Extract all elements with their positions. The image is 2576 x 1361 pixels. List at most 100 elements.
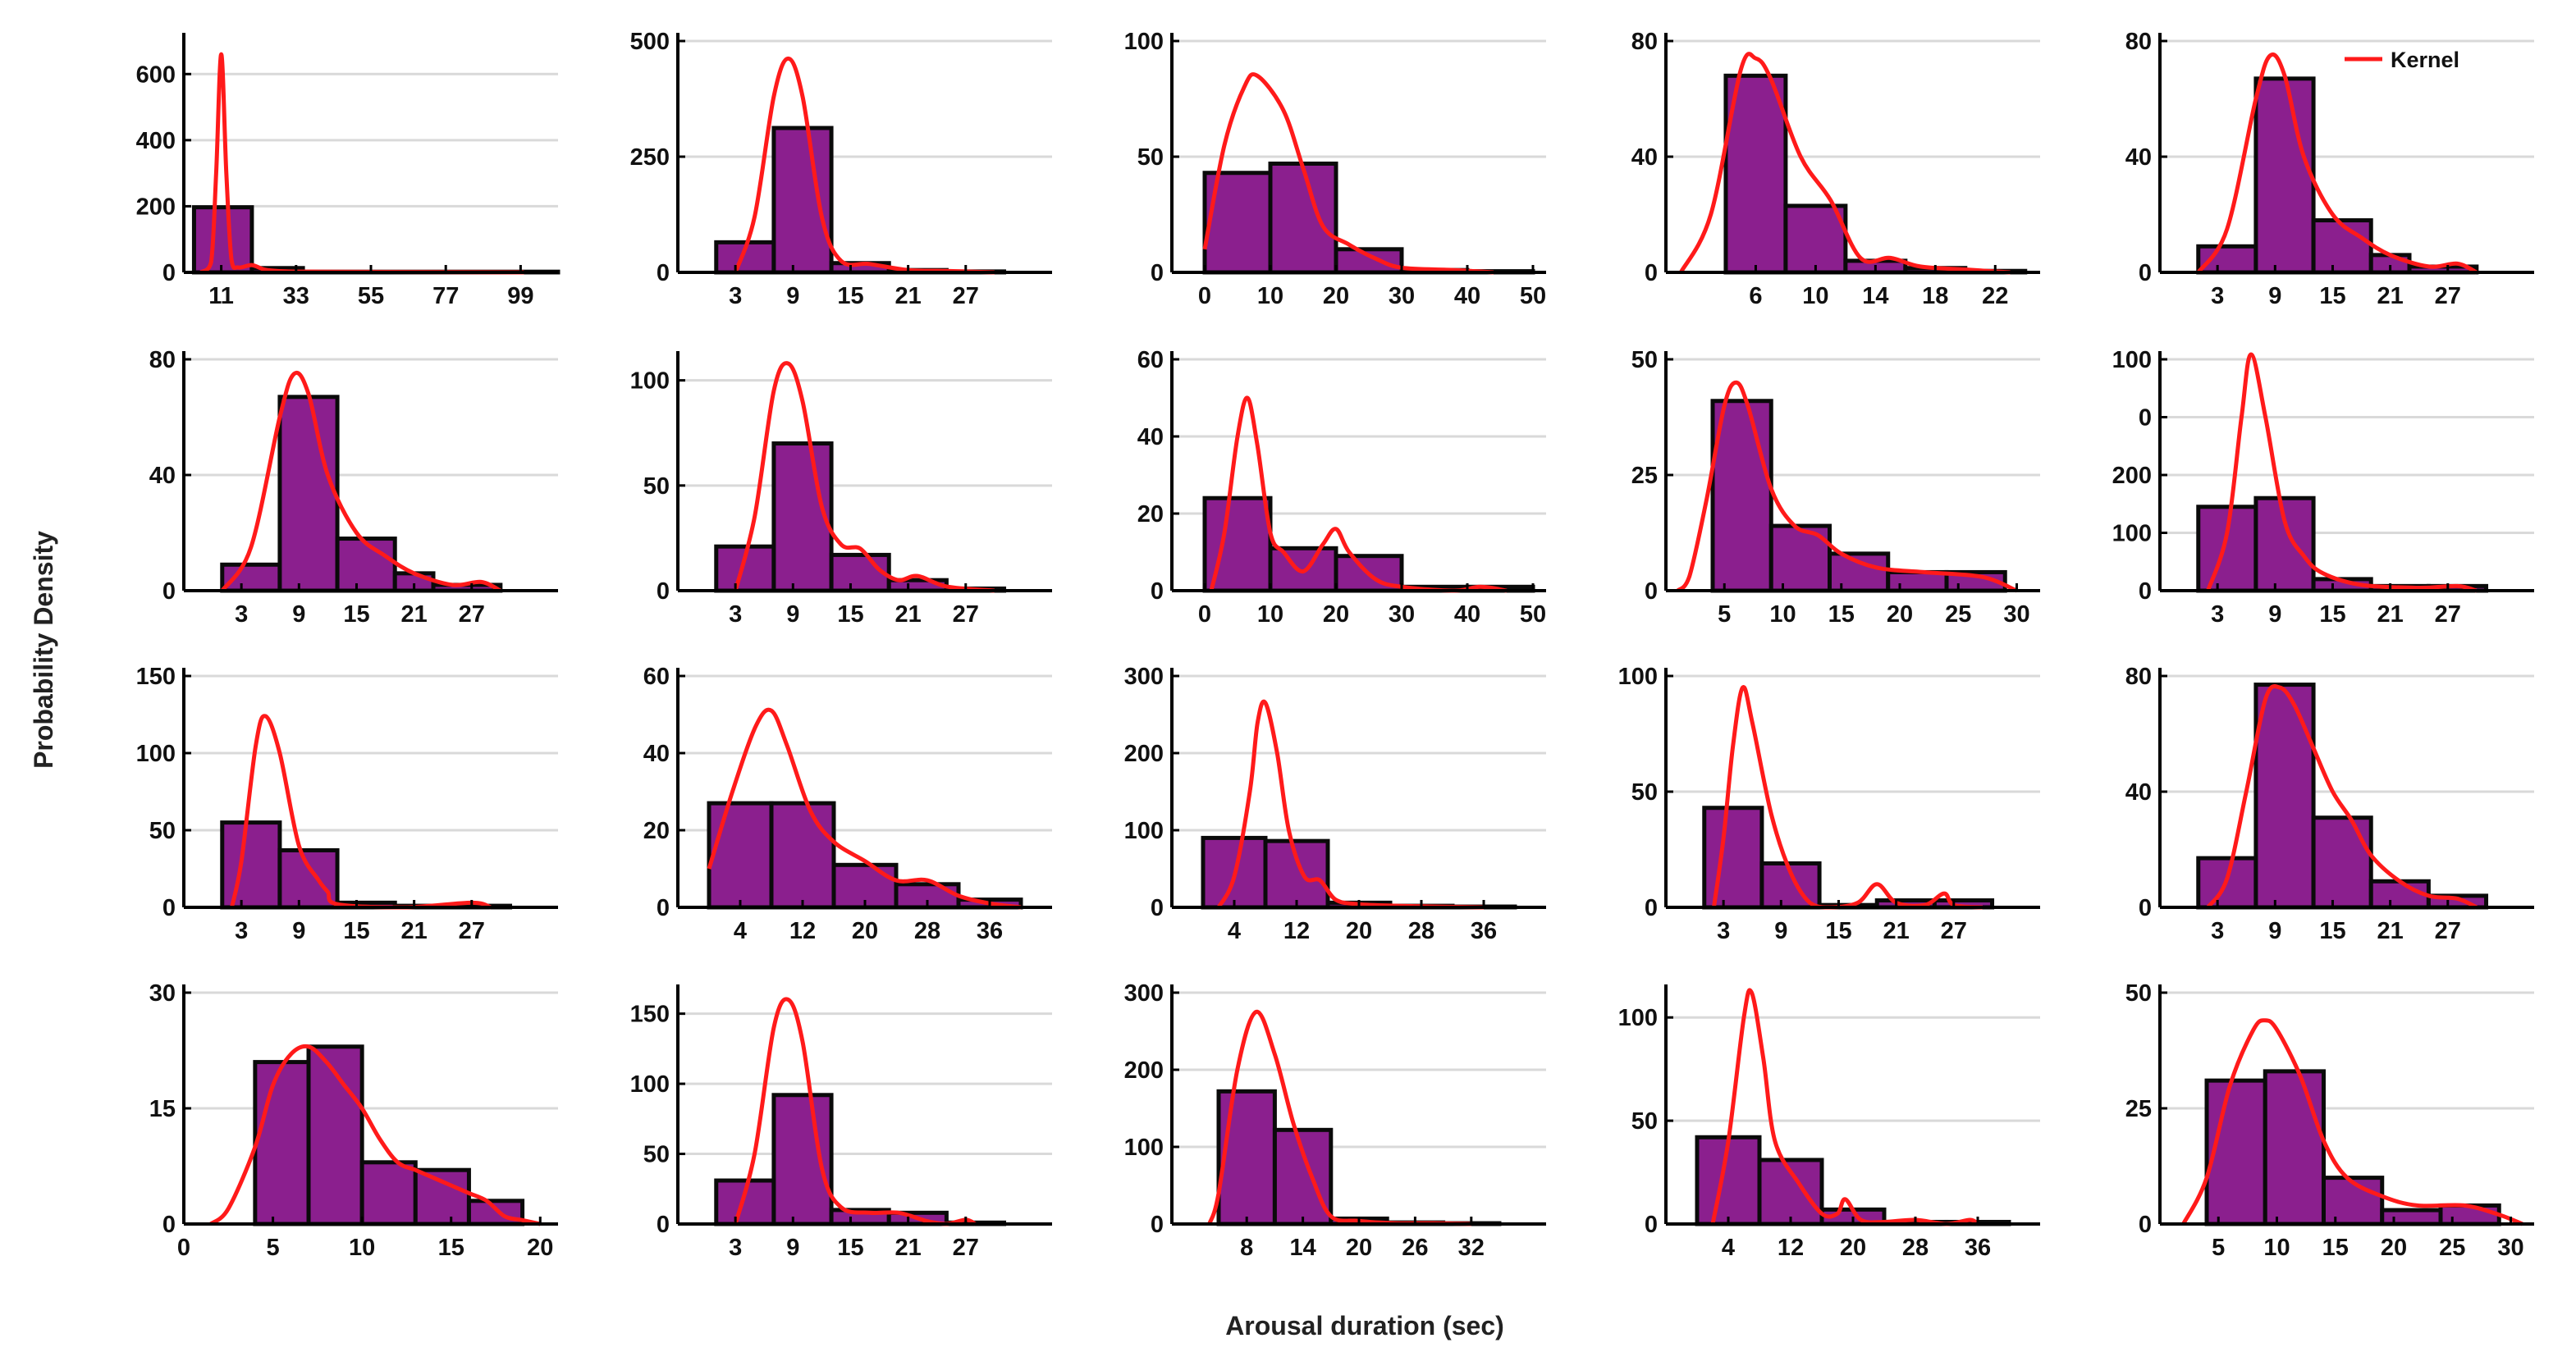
x-tick-label: 0: [1198, 283, 1211, 309]
x-tick-label: 9: [1774, 918, 1787, 944]
y-tick-label: 0: [657, 578, 670, 605]
histogram-bar: [2196, 244, 2258, 275]
histogram-bar: [2263, 1069, 2326, 1226]
histogram-panel-10: 0 100 200 0 100 3 9 15 21 27: [2112, 347, 2534, 628]
histogram-bar: [359, 1160, 418, 1226]
y-tick-label: 0: [1151, 895, 1164, 921]
y-tick-label: 0: [2139, 895, 2152, 921]
x-tick-label: 50: [1520, 283, 1546, 309]
x-tick-label: 27: [953, 283, 979, 309]
histogram-panel-19: 0 50 100 4 12 20 28 36: [1618, 984, 2040, 1261]
x-tick-label: 15: [837, 1235, 863, 1261]
x-tick-label: 15: [343, 601, 369, 628]
y-tick-label: 300: [1124, 664, 1164, 690]
x-tick-label: 15: [837, 283, 863, 309]
histogram-panel-8: 0 20 40 60 0 10 20 30 40 50: [1137, 347, 1546, 628]
histogram-bar: [277, 395, 340, 593]
y-tick-label: 40: [149, 463, 176, 489]
x-tick-label: 9: [786, 1235, 799, 1261]
kernel-density-curve: [2206, 683, 2478, 910]
x-tick-label: 25: [1945, 601, 1971, 628]
y-tick-label: 100: [2112, 347, 2152, 373]
x-tick-label: 28: [1408, 918, 1434, 944]
x-tick-label: 55: [358, 283, 384, 309]
histogram-bar: [2311, 815, 2373, 910]
x-tick-label: 4: [1228, 918, 1241, 944]
x-tick-label: 36: [1965, 1235, 1991, 1261]
kernel-density-curve: [208, 1044, 541, 1226]
x-tick-label: 10: [2263, 1235, 2290, 1261]
y-tick-label: 0: [657, 1212, 670, 1238]
x-tick-label: 3: [729, 601, 742, 628]
y-tick-label: 0: [1645, 578, 1658, 605]
y-tick-label: 50: [643, 473, 670, 500]
y-tick-label: 0: [1151, 578, 1164, 605]
x-tick-label: 21: [895, 601, 921, 628]
y-tick-label: 400: [136, 128, 176, 154]
histogram-bar: [1702, 806, 1764, 910]
histogram-panel-13: 0 100 200 300 4 12 20 28 36: [1124, 664, 1546, 944]
histogram-bar: [2322, 1176, 2385, 1226]
y-tick-label: 0: [1645, 260, 1658, 286]
x-tick-label: 12: [1283, 918, 1310, 944]
histogram-bar: [2253, 683, 2316, 910]
y-tick-label: 20: [1137, 501, 1164, 528]
y-tick-label: 40: [2125, 144, 2152, 171]
histogram-panel-18: 0 100 200 300 8 14 20 26 32: [1124, 980, 1546, 1261]
x-tick-label: 21: [895, 1235, 921, 1261]
kernel-density-curve: [1216, 699, 1485, 910]
y-tick-label: 0: [2139, 1212, 2152, 1238]
x-tick-label: 27: [1941, 918, 1967, 944]
x-tick-label: 20: [1346, 918, 1372, 944]
kernel-density-curve: [2206, 352, 2478, 593]
histogram-bar: [220, 562, 282, 593]
x-tick-label: 15: [438, 1235, 464, 1261]
y-tick-label: 50: [1631, 347, 1658, 373]
x-tick-label: 9: [2268, 918, 2281, 944]
histogram-bar: [771, 126, 834, 275]
histogram-bar: [1783, 203, 1848, 275]
x-tick-label: 28: [1902, 1235, 1929, 1261]
legend-kernel-label: Kernel: [2391, 48, 2459, 72]
y-tick-label: 150: [630, 1002, 670, 1028]
histogram-panel-20: 0 25 50 5 10 15 20 25 30: [2125, 980, 2534, 1261]
x-tick-label: 12: [789, 918, 816, 944]
x-tick-label: 3: [2211, 918, 2224, 944]
y-tick-label: 0: [162, 260, 176, 286]
x-tick-label: 40: [1454, 283, 1480, 309]
x-tick-label: 3: [235, 601, 248, 628]
histogram-panel-11: 0 50 100 150 3 9 15 21 27: [136, 664, 558, 944]
x-tick-label: 9: [2268, 601, 2281, 628]
x-tick-label: 25: [2439, 1235, 2465, 1261]
x-tick-label: 15: [343, 918, 369, 944]
x-tick-label: 27: [953, 601, 979, 628]
y-tick-label: 100: [2112, 521, 2152, 547]
y-tick-label: 0: [1645, 895, 1658, 921]
x-tick-label: 9: [2268, 283, 2281, 309]
x-tick-label: 21: [2377, 918, 2403, 944]
y-tick-label: 100: [1618, 664, 1658, 690]
kernel-density-curve: [733, 361, 995, 593]
histogram-panel-1: 0 200 400 600 11 33 55 77 99: [136, 33, 560, 309]
histogram-bar: [1828, 551, 1891, 593]
x-tick-label: 14: [1862, 283, 1888, 309]
histogram-bar: [2253, 496, 2316, 593]
y-tick-label: 50: [1137, 144, 1164, 171]
x-tick-label: 10: [1769, 601, 1796, 628]
x-tick-label: 10: [1257, 601, 1283, 628]
x-tick-label: 26: [1402, 1235, 1428, 1261]
y-tick-label: 250: [630, 144, 670, 171]
x-tick-label: 15: [837, 601, 863, 628]
y-tick-label: 60: [643, 664, 670, 690]
y-tick-label: 150: [136, 664, 176, 690]
x-tick-label: 18: [1922, 283, 1948, 309]
x-tick-label: 30: [1389, 601, 1415, 628]
histogram-bar: [413, 1167, 471, 1226]
y-tick-label: 50: [1631, 779, 1658, 806]
y-tick-label: 100: [136, 741, 176, 767]
x-tick-label: 9: [786, 283, 799, 309]
x-tick-label: 3: [1717, 918, 1730, 944]
y-tick-label: 0: [1645, 1212, 1658, 1238]
y-tick-label: 0: [1151, 260, 1164, 286]
